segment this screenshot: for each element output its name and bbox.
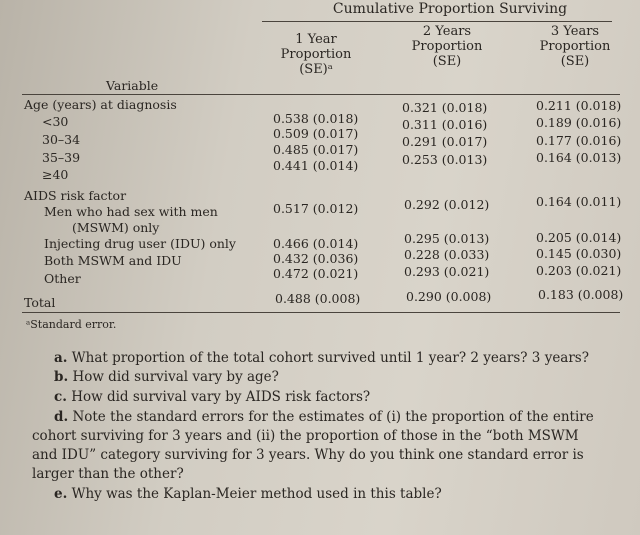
row-label: Other	[44, 271, 81, 286]
cell-2yr: 0.253 (0.013)	[402, 152, 488, 167]
cell-1yr: 0.509 (0.017)	[273, 126, 359, 141]
row-label: 35–39	[42, 150, 81, 165]
cell-1yr: 0.432 (0.036)	[273, 251, 359, 266]
row-label: Men who had sex with men	[44, 204, 218, 219]
question-text: How did survival vary by age?	[72, 369, 279, 385]
cell-2yr: 0.311 (0.016)	[402, 117, 488, 132]
cell-1yr: 0.472 (0.021)	[273, 266, 359, 281]
col3-line2: Proportion	[539, 39, 611, 54]
cell-1yr: 0.517 (0.012)	[273, 201, 359, 216]
row-label-cont: (MSWM) only	[72, 220, 160, 235]
header-rule	[22, 94, 620, 95]
cell-1yr: 0.485 (0.017)	[273, 142, 359, 157]
footnote: ᵃStandard error.	[26, 318, 117, 331]
col1-line1: 1 Year	[295, 32, 337, 47]
col3-line3: (SE)	[560, 54, 590, 69]
cell-2yr: 0.292 (0.012)	[404, 197, 490, 212]
question-d-cont: and IDU” category surviving for 3 years.…	[32, 447, 584, 463]
row-label: Both MSWM and IDU	[44, 253, 182, 268]
question-letter: d.	[54, 409, 69, 425]
question-text: What proportion of the total cohort surv…	[71, 350, 589, 366]
col2-line2: Proportion	[411, 39, 483, 54]
cell-1yr: 0.466 (0.014)	[273, 236, 359, 251]
row-label: 30–34	[42, 132, 81, 147]
cell-3yr: 0.203 (0.021)	[536, 263, 622, 278]
question-d: d. Note the standard errors for the esti…	[54, 408, 594, 427]
spanner-rule	[262, 21, 612, 22]
question-d-cont: larger than the other?	[32, 466, 184, 482]
cell-3yr: 0.177 (0.016)	[536, 133, 622, 148]
col3-line1: 3 Years	[550, 24, 600, 39]
col-header-3-years: 3 Years Proportion (SE)	[530, 24, 620, 69]
cell-3yr: 0.164 (0.013)	[536, 150, 622, 165]
spanner-header: Cumulative Proportion Surviving	[332, 1, 568, 17]
total-2yr: 0.290 (0.008)	[406, 289, 492, 304]
question-b: b. How did survival vary by age?	[54, 368, 279, 387]
cell-1yr: 0.441 (0.014)	[273, 158, 359, 173]
section-title-age: Age (years) at diagnosis	[24, 97, 177, 112]
cell-2yr: 0.228 (0.033)	[404, 247, 490, 262]
cell-2yr: 0.291 (0.017)	[402, 134, 488, 149]
col2-line3: (SE)	[432, 54, 462, 69]
question-letter: b.	[54, 369, 69, 385]
col2-line1: 2 Years	[422, 24, 472, 39]
question-text: Note the standard errors for the estimat…	[72, 409, 594, 425]
total-1yr: 0.488 (0.008)	[275, 291, 361, 306]
question-c: c. How did survival vary by AIDS risk fa…	[54, 388, 370, 407]
col1-line3: (SE)ᵃ	[299, 62, 333, 77]
col-header-1-year: 1 Year Proportion (SE)ᵃ	[262, 32, 370, 77]
cell-3yr: 0.164 (0.011)	[536, 194, 622, 209]
cell-2yr: 0.293 (0.021)	[404, 264, 490, 279]
cell-3yr: 0.189 (0.016)	[536, 115, 622, 130]
question-a: a. What proportion of the total cohort s…	[54, 349, 589, 368]
question-text: Why was the Kaplan-Meier method used in …	[71, 486, 442, 502]
col-header-2-years: 2 Years Proportion (SE)	[392, 24, 502, 69]
total-3yr: 0.183 (0.008)	[538, 287, 624, 302]
cell-1yr: 0.538 (0.018)	[273, 111, 359, 126]
total-label: Total	[24, 295, 56, 310]
row-label: <30	[42, 114, 69, 129]
variable-header: Variable	[106, 78, 159, 93]
table-bottom-rule	[22, 312, 620, 313]
col1-line2: Proportion	[280, 47, 352, 62]
question-letter: e.	[54, 486, 68, 502]
question-letter: c.	[54, 389, 67, 405]
cell-2yr: 0.321 (0.018)	[402, 100, 488, 115]
cell-3yr: 0.205 (0.014)	[536, 230, 622, 245]
cell-3yr: 0.145 (0.030)	[536, 246, 622, 261]
section-title-risk: AIDS risk factor	[24, 188, 127, 203]
question-e: e. Why was the Kaplan-Meier method used …	[54, 485, 442, 504]
question-text: How did survival vary by AIDS risk facto…	[71, 389, 371, 405]
question-letter: a.	[54, 350, 68, 366]
question-d-cont: cohort surviving for 3 years and (ii) th…	[32, 428, 579, 444]
row-label: ≥40	[42, 167, 69, 182]
cell-3yr: 0.211 (0.018)	[536, 98, 622, 113]
cell-2yr: 0.295 (0.013)	[404, 231, 490, 246]
row-label: Injecting drug user (IDU) only	[44, 236, 236, 251]
